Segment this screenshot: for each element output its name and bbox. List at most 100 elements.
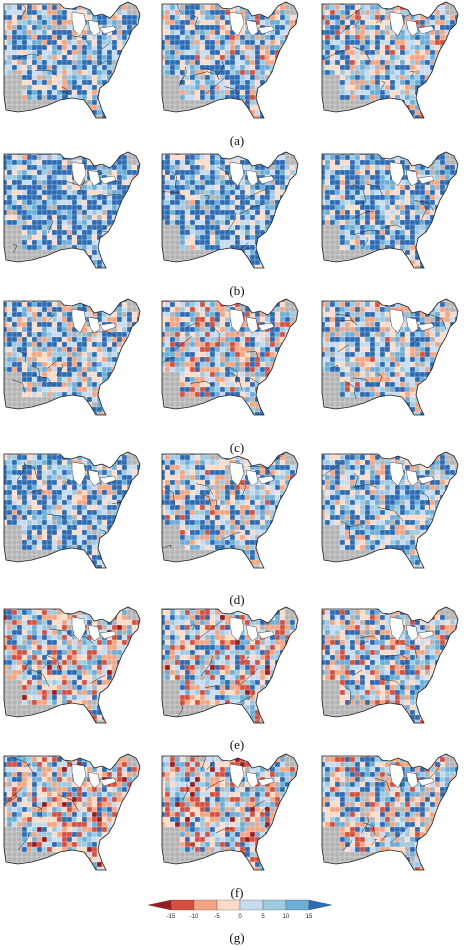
county-cell: [86, 214, 93, 221]
county-cell: [31, 244, 38, 251]
county-cell: [465, 25, 470, 30]
county-cell: [434, 169, 441, 176]
county-cell: [111, 194, 118, 201]
county-cell: [394, 99, 401, 106]
county-cell: [404, 69, 411, 76]
county-cell: [269, 89, 276, 96]
county-cell: [111, 189, 118, 196]
county-cell: [147, 85, 152, 90]
county-cell: [389, 199, 396, 206]
no-data-cell: [204, 254, 211, 261]
no-data-cell: [334, 79, 341, 86]
county-cell: [179, 219, 186, 226]
county-cell: [46, 219, 53, 226]
county-cell: [454, 249, 458, 256]
county-cell: [16, 24, 23, 31]
county-cell: [394, 4, 401, 11]
map-svg: [161, 1, 305, 119]
county-cell: [121, 346, 128, 353]
county-cell: [404, 229, 411, 236]
county-cell: [4, 209, 8, 216]
county-cell: [131, 351, 138, 358]
county-cell: [46, 49, 53, 56]
county-cell: [322, 4, 326, 11]
county-cell: [279, 154, 286, 161]
county-cell: [404, 74, 411, 81]
county-cell: [465, 40, 470, 45]
no-data-cell: [6, 376, 13, 383]
county-cell: [66, 331, 73, 338]
county-cell: [269, 49, 276, 56]
county-cell: [279, 164, 286, 171]
county-cell: [465, 185, 470, 190]
county-cell: [300, 35, 305, 40]
county-cell: [284, 259, 291, 266]
county-cell: [96, 4, 103, 11]
no-data-cell: [31, 356, 38, 363]
county-cell: [324, 204, 331, 211]
county-cell: [414, 59, 421, 66]
county-cell: [111, 109, 118, 116]
no-data-cell: [199, 109, 206, 116]
county-cell: [91, 336, 98, 343]
county-cell: [106, 306, 113, 313]
county-cell: [424, 64, 431, 71]
county-cell: [219, 204, 226, 211]
county-cell: [204, 59, 211, 66]
county-cell: [142, 170, 147, 175]
county-cell: [184, 184, 191, 191]
county-cell: [322, 34, 326, 41]
county-cell: [404, 94, 411, 101]
county-cell: [439, 14, 446, 21]
county-cell: [66, 351, 73, 358]
county-cell: [289, 64, 296, 71]
county-cell: [284, 79, 291, 86]
county-cell: [334, 174, 341, 181]
no-data-cell: [339, 104, 346, 111]
no-data-cell: [16, 74, 23, 81]
county-cell: [36, 306, 43, 313]
county-cell: [162, 39, 166, 46]
county-cell: [41, 44, 48, 51]
no-data-cell: [16, 84, 23, 91]
county-cell: [349, 29, 356, 36]
county-cell: [101, 341, 108, 348]
county-cell: [76, 336, 83, 343]
county-cell: [444, 19, 451, 26]
county-cell: [219, 194, 226, 201]
county-cell: [81, 204, 88, 211]
county-cell: [26, 54, 33, 61]
county-cell: [199, 89, 206, 96]
state-border-line: [217, 166, 232, 187]
no-data-cell: [36, 381, 43, 388]
county-cell: [219, 189, 226, 196]
county-cell: [434, 74, 441, 81]
county-cell: [56, 331, 63, 338]
county-cell: [219, 169, 226, 176]
county-cell: [354, 179, 361, 186]
county-cell: [339, 199, 346, 206]
no-data-cell: [239, 114, 246, 118]
county-cell: [305, 175, 310, 180]
no-data-cell: [131, 114, 138, 118]
county-cell: [239, 189, 246, 196]
county-cell: [209, 94, 216, 101]
county-cell: [11, 169, 18, 176]
county-cell: [147, 205, 152, 210]
county-cell: [111, 264, 118, 268]
county-cell: [36, 321, 43, 328]
county-cell: [289, 109, 296, 116]
county-cell: [274, 239, 281, 246]
county-cell: [21, 366, 28, 373]
county-cell: [369, 24, 376, 31]
county-cell: [71, 371, 78, 378]
county-cell: [71, 64, 78, 71]
county-cell: [121, 154, 128, 161]
county-cell: [184, 164, 191, 171]
no-data-cell: [41, 259, 48, 266]
county-cell: [131, 209, 138, 216]
county-cell: [16, 341, 23, 348]
no-data-cell: [300, 250, 305, 255]
no-data-cell: [334, 109, 341, 116]
county-cell: [61, 209, 68, 216]
